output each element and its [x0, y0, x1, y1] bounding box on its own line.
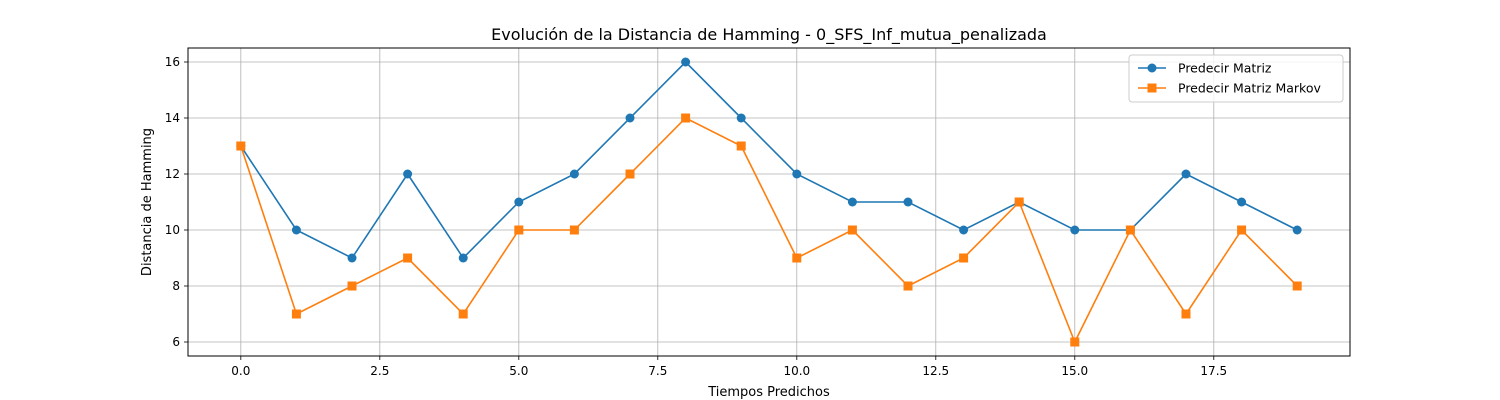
data-point — [347, 281, 357, 291]
series-line — [240, 117, 1298, 344]
data-point — [625, 113, 635, 123]
data-point — [736, 113, 746, 123]
legend-marker — [1147, 63, 1157, 73]
y-tick-label: 6 — [172, 335, 180, 349]
data-point — [903, 281, 913, 291]
data-point — [903, 197, 913, 207]
series-square — [236, 113, 1302, 347]
data-point — [1237, 225, 1247, 235]
x-tick-label: 15.0 — [1061, 364, 1088, 378]
data-point — [1014, 197, 1024, 207]
data-point — [403, 169, 413, 179]
data-point — [458, 253, 468, 263]
data-point — [1070, 337, 1080, 347]
y-tick-label: 12 — [165, 167, 180, 181]
data-point — [1237, 197, 1247, 207]
data-point — [959, 253, 969, 263]
data-point — [291, 309, 301, 319]
y-tick-label: 8 — [172, 279, 180, 293]
data-point — [1292, 281, 1302, 291]
legend-label: Predecir Matriz Markov — [1178, 81, 1321, 96]
data-point — [514, 225, 524, 235]
data-point — [569, 169, 579, 179]
data-point — [514, 197, 524, 207]
data-point — [1125, 225, 1135, 235]
x-tick-label: 10.0 — [783, 364, 810, 378]
data-point — [681, 113, 691, 123]
series-layer — [236, 57, 1302, 347]
y-axis-title: Distancia de Hamming — [140, 128, 155, 276]
plot-frame — [187, 47, 1351, 357]
data-point — [681, 57, 691, 67]
data-point — [847, 197, 857, 207]
y-tick-label: 14 — [165, 111, 180, 125]
data-point — [347, 253, 357, 263]
data-point — [1292, 225, 1302, 235]
data-point — [403, 253, 413, 263]
data-point — [959, 225, 969, 235]
x-tick-label: 5.0 — [509, 364, 528, 378]
legend-label: Predecir Matriz — [1178, 61, 1272, 76]
data-point — [236, 141, 246, 151]
data-point — [847, 225, 857, 235]
data-point — [625, 169, 635, 179]
x-tick-label: 17.5 — [1200, 364, 1227, 378]
ticks: 0.0 2.5 5.0 7.5 10.0 12.5 15.0 17.5 6 8 10 12 14 16 — [165, 55, 1227, 378]
chart-title: Evolución de la Distancia de Hamming - 0… — [491, 25, 1047, 45]
data-point — [792, 253, 802, 263]
y-tick-label: 16 — [165, 55, 180, 69]
x-tick-label: 7.5 — [648, 364, 667, 378]
data-point — [1181, 309, 1191, 319]
legend: Predecir Matriz Predecir Matriz Markov — [1128, 54, 1344, 103]
data-point — [1181, 169, 1191, 179]
data-point — [736, 141, 746, 151]
data-point — [792, 169, 802, 179]
data-point — [291, 225, 301, 235]
x-axis-title: Tiempos Predichos — [707, 385, 830, 400]
series-line — [240, 60, 1298, 260]
data-point — [569, 225, 579, 235]
data-point — [1070, 225, 1080, 235]
data-point — [458, 309, 468, 319]
y-tick-label: 10 — [165, 223, 180, 237]
legend-marker — [1147, 83, 1157, 93]
x-tick-label: 12.5 — [922, 364, 949, 378]
x-tick-label: 0.0 — [231, 364, 250, 378]
x-tick-label: 2.5 — [370, 364, 389, 378]
legend-box — [1128, 54, 1344, 103]
